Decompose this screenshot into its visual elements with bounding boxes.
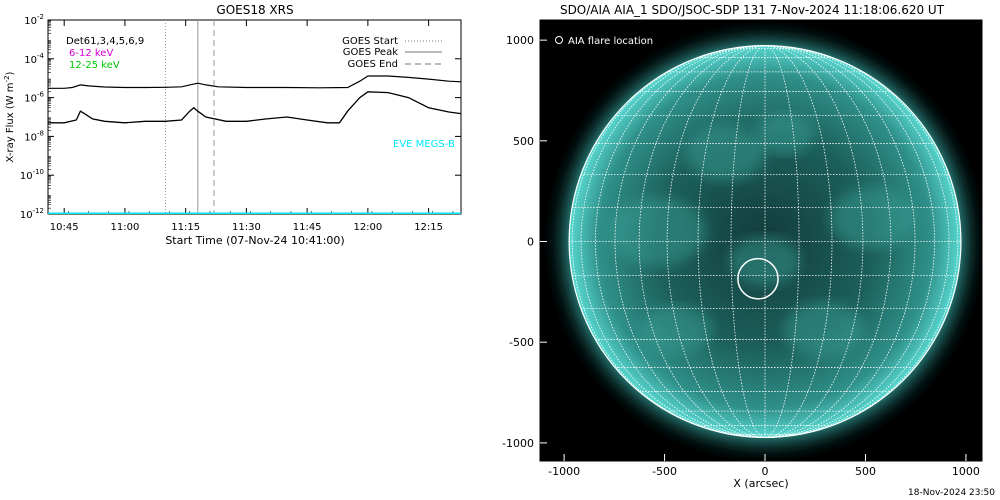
aia-longitude-line [765,45,833,438]
aia-longitude-line [765,45,959,438]
aia-frame [539,19,983,462]
aia-x-tick-label: 0 [762,465,769,478]
aia-y-tick-label: 1000 [506,34,534,47]
aia-longitude-line [765,45,864,438]
aia-longitude-line [697,45,766,438]
goes-y-tick-label: 10-6 [24,91,44,105]
aia-longitude-line [666,45,766,438]
aia-longitude-line [580,45,766,438]
aia-legend-marker [555,36,563,44]
aia-longitude-line [765,45,800,438]
aia-title: SDO/AIA AIA_1 SDO/JSOC-SDP 131 7-Nov-202… [560,3,945,17]
goes-x-tick-label: 11:45 [293,222,322,233]
aia-longitude-line [571,45,766,438]
aia-bright-region [829,187,916,249]
goes-series-1 [48,91,461,124]
aia-y-tick-label: 500 [513,135,534,148]
aia-heliographic-grid [569,45,961,438]
aia-y-tick-label: -1000 [502,437,534,450]
aia-legend-label: AIA flare location [568,36,653,47]
aia-longitude-line [638,45,766,438]
goes-title: GOES18 XRS [216,3,293,17]
goes-y-tick-label: 10-12 [20,207,44,221]
goes-y-axis: 10-2 10-4 10-6 10-8 10-10 10-12 [20,13,461,221]
goes-x-tick-label: 12:00 [353,222,382,233]
goes-series [48,75,461,214]
aia-limb [568,45,962,438]
aia-y-tick-label: -500 [509,336,534,349]
goes-y-tick-label: 10-10 [20,168,44,182]
aia-bright-region [686,125,766,181]
aia-x-axis-label: X (arcsec) [733,477,788,490]
goes-x-tick-label: 12:15 [414,222,443,233]
aia-x-tick-label: -500 [652,465,677,478]
goes-x-tick-label: 11:15 [171,222,200,233]
goes-x-tick-label: 11:00 [111,222,140,233]
aia-x-tick-label: 500 [855,465,876,478]
legend-end-label: GOES End [348,59,398,70]
goes-y-tick-label: 10-8 [24,129,44,143]
aia-longitude-line [765,45,892,438]
aia-longitude-line [730,45,766,438]
aia-image [540,20,982,461]
goes-panel: GOES18 XRS 10-2 10-4 10-6 10-8 10-10 10-12 10… [3,3,462,247]
aia-longitude-line [765,45,950,438]
goes-legend: GOES Start GOES Peak GOES End [342,36,442,70]
aia-y-tick-label: 0 [527,236,534,249]
aia-bright-region [784,302,863,358]
aia-x-axis: -1000 -500 0 500 1000 [548,454,980,478]
goes-x-tick-label: 11:30 [232,222,261,233]
goes-y-tick-label: 10-4 [24,52,44,66]
goes-series-0 [48,75,461,89]
goes-band-high-label: 12-25 keV [69,60,120,71]
aia-y-axis: 1000 500 0 -500 -1000 [502,34,547,450]
goes-event-lines [164,20,215,214]
aia-active-regions [608,113,916,358]
goes-detectors-label: Det61,3,4,5,6,9 [66,36,144,47]
aia-bright-region [641,304,713,355]
goes-eve-label: EVE MEGS-B [393,139,455,150]
aia-panel: SDO/AIA AIA_1 SDO/JSOC-SDP 131 7-Nov-202… [502,3,983,490]
legend-peak-label: GOES Peak [343,47,398,58]
goes-y-axis-label: X-ray Flux (W m-2) [3,71,16,162]
aia-legend: AIA flare location [555,36,653,47]
goes-x-axis-label: Start Time (07-Nov-24 10:41:00) [165,234,344,247]
aia-bright-region [608,197,707,266]
aia-flare-marker [737,257,779,300]
aia-x-tick-label: -1000 [548,465,580,478]
aia-x-tick-label: 1000 [952,465,980,478]
aia-bright-region [755,113,814,155]
goes-y-tick-label: 10-2 [24,13,44,27]
goes-band-low-label: 6-12 keV [69,48,113,59]
aia-bright-region [729,236,801,286]
goes-x-tick-label: 10:45 [50,222,79,233]
legend-start-label: GOES Start [342,36,398,47]
footer-date: 18-Nov-2024 23:50 [908,488,995,498]
